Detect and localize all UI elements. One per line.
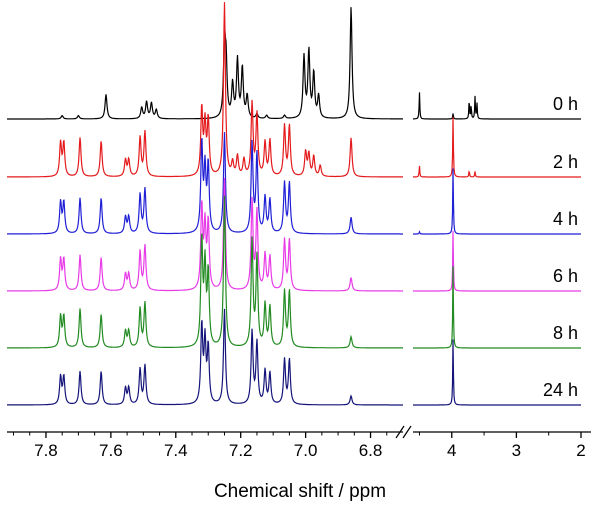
x-tick-label: 7.8	[34, 441, 58, 460]
x-tick-label: 7.2	[229, 441, 253, 460]
spectrum-6-h-aromatic	[7, 177, 403, 292]
x-tick-label: 6.8	[359, 441, 383, 460]
x-tick-label: 7.0	[294, 441, 318, 460]
spectrum-8-h-aromatic	[7, 195, 403, 349]
spectra-group	[7, 2, 581, 406]
spectrum-0-h-aromatic	[7, 7, 403, 120]
x-axis-group: 7.8 7.6 7.4 7.2 7.0 6.8 4 3 2	[7, 425, 591, 460]
x-tick-label: 4	[447, 441, 456, 460]
spectrum-2-h-aromatic	[7, 2, 403, 178]
series-label-6-h: 6 h	[553, 266, 578, 286]
x-tick-label: 7.4	[164, 441, 188, 460]
axis-break-mark-right	[402, 425, 412, 439]
spectrum-24-h-aromatic	[7, 308, 403, 406]
series-label-0-h: 0 h	[553, 94, 578, 114]
spectrum-6-h-aliphatic	[413, 230, 581, 292]
spectrum-8-h-aliphatic	[413, 266, 581, 349]
series-label-24-h: 24 h	[543, 380, 578, 400]
spectrum-2-h-aliphatic	[412, 116, 581, 178]
series-label-2-h: 2 h	[553, 152, 578, 172]
spectrum-4-h-aliphatic	[413, 168, 581, 235]
series-label-8-h: 8 h	[553, 323, 578, 343]
series-label-4-h: 4 h	[553, 209, 578, 229]
spectrum-24-h-aliphatic	[413, 339, 581, 406]
spectrum-0-h-aliphatic	[413, 92, 581, 120]
x-axis-title: Chemical shift / ppm	[214, 481, 386, 502]
axis-break-mark-left	[395, 425, 405, 439]
x-tick-label: 3	[512, 441, 521, 460]
spectrum-4-h-aromatic	[7, 132, 403, 235]
x-tick-label: 2	[576, 441, 585, 460]
x-tick-label: 7.6	[99, 441, 123, 460]
series-labels-group: 0 h 2 h 4 h 6 h 8 h 24 h	[543, 94, 578, 400]
